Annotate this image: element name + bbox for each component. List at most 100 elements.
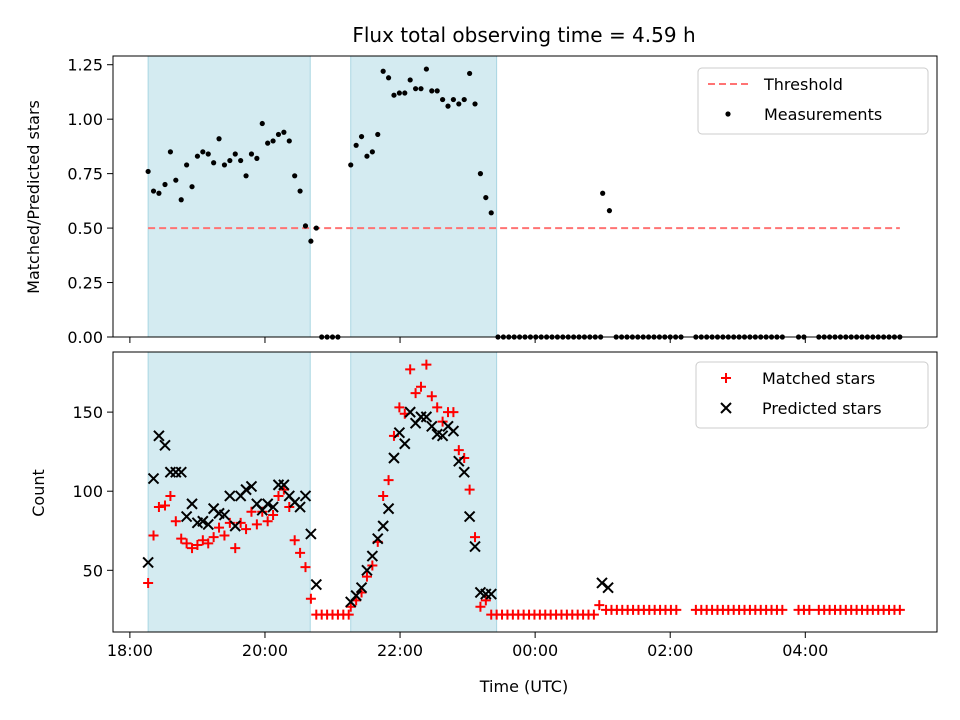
count-series-0-point-54 — [432, 402, 443, 413]
ratio-legend: Threshold Measurements — [697, 67, 929, 135]
count-series-0-point-22 — [262, 516, 273, 527]
chart-title: Flux total observing time = 4.59 h — [352, 23, 695, 47]
count-series-1-point-29 — [299, 490, 312, 502]
count-series-1-point-1 — [147, 472, 160, 485]
ratio-series-0-point-51 — [429, 88, 435, 94]
count-series-1-point-15 — [224, 490, 236, 502]
ratio-series-0-point-23 — [270, 138, 276, 144]
count-series-1-point-0 — [142, 556, 154, 569]
count-series-0-point-1 — [148, 530, 159, 541]
count-legend-label-1: Predicted stars — [762, 399, 882, 418]
count-series-0-point-29 — [300, 562, 311, 573]
ratio-series-0-point-84 — [606, 208, 613, 214]
count-series-0-point-4 — [165, 490, 176, 501]
ratio-series-0-point-21 — [259, 120, 265, 127]
ratio-series-0-point-4 — [167, 149, 174, 155]
count-series-1-point-10 — [197, 515, 209, 527]
count-series-1-point-58 — [485, 588, 497, 600]
ratio-series-0-point-18 — [243, 173, 249, 179]
ratio-axes-frame — [112, 55, 938, 338]
ratio-series-0-point-54 — [445, 103, 451, 109]
count-series-0-point-5 — [170, 516, 181, 527]
count-series-1-point-33 — [350, 589, 362, 602]
count-series-0-point-6 — [176, 533, 187, 544]
ratio-series-0-point-56 — [456, 101, 462, 107]
count-series-1-point-23 — [267, 501, 279, 513]
count-series-1-point-42 — [399, 438, 411, 450]
x-tick-label-0: 18:00 — [107, 641, 153, 660]
ratio-y-tick-label-5: 1.25 — [67, 56, 103, 75]
count-y-axis-label: Count — [29, 469, 48, 517]
ratio-series-0-point-50 — [423, 66, 429, 72]
ratio-series-0-point-20 — [254, 155, 260, 161]
ratio-y-axis-label: Matched/Predicted stars — [24, 100, 43, 294]
x-tick-label-3: 00:00 — [512, 641, 558, 660]
ratio-series-0-point-16 — [232, 151, 238, 157]
x-tick-label-2: 22:00 — [377, 641, 423, 660]
ratio-y-tick-label-1: 0.25 — [67, 274, 103, 293]
series-count-0 — [143, 359, 905, 620]
count-series-0-point-44 — [378, 490, 389, 501]
count-series-0-point-51 — [415, 381, 426, 392]
ratio-series-0-point-47 — [407, 77, 413, 83]
count-series-0-point-9 — [192, 539, 203, 550]
ratio-series-0-point-45 — [396, 90, 402, 96]
ratio-series-0-point-3 — [162, 181, 168, 188]
count-series-0-point-18 — [241, 524, 252, 535]
count-series-0-point-45 — [383, 475, 394, 486]
ratio-series-0-point-43 — [385, 75, 392, 81]
count-series-0-point-37 — [343, 609, 354, 620]
count-y-tick-label-0: 50 — [83, 561, 103, 580]
count-series-1-point-6 — [175, 466, 187, 478]
count-series-0-point-11 — [203, 538, 214, 549]
count-series-0-point-23 — [268, 509, 279, 520]
ratio-series-0-point-31 — [313, 225, 319, 231]
ratio-series-0-point-48 — [412, 86, 419, 92]
count-series-1-point-19 — [245, 480, 258, 493]
count-series-1-point-31 — [310, 578, 323, 591]
count-series-1-point-52 — [453, 455, 465, 467]
count-series-1-point-7 — [180, 510, 193, 523]
ratio-series-0-point-0 — [145, 168, 151, 175]
count-series-0-point-13 — [214, 522, 225, 533]
count-series-0-point-30 — [305, 593, 316, 604]
ratio-y-tick-label-2: 0.50 — [67, 219, 103, 238]
ratio-series-0-point-41 — [375, 131, 381, 138]
count-series-0-point-3 — [160, 500, 171, 511]
count-series-1-point-3 — [159, 439, 171, 452]
ratio-series-0-point-22 — [265, 140, 271, 146]
ratio-series-0-point-61 — [483, 194, 489, 201]
ratio-series-0-point-30 — [308, 238, 314, 244]
count-series-0-point-134 — [894, 604, 905, 615]
ratio-series-0-point-83 — [600, 190, 606, 196]
x-tick-label-1: 20:00 — [242, 641, 288, 660]
count-series-0-point-53 — [426, 391, 437, 402]
ratio-series-0-point-58 — [467, 70, 473, 77]
ratio-series-0-point-19 — [248, 151, 255, 157]
count-series-1-point-14 — [218, 509, 231, 521]
ratio-series-0-point-42 — [380, 68, 386, 74]
ratio-shaded-interval-0 — [148, 56, 311, 337]
ratio-series-0-point-46 — [402, 90, 408, 96]
count-series-1-point-16 — [229, 520, 241, 532]
count-series-1-point-35 — [361, 564, 373, 577]
count-series-0-point-10 — [197, 535, 208, 546]
ratio-legend-label-0: Threshold — [763, 75, 843, 94]
count-series-1-point-37 — [372, 532, 384, 545]
ratio-series-0-point-40 — [369, 149, 375, 155]
count-series-0-point-49 — [405, 364, 416, 375]
ratio-series-0-point-27 — [292, 173, 298, 179]
series-count-1 — [142, 406, 614, 608]
ratio-series-0-point-6 — [178, 197, 184, 203]
panel-count: 18:00 20:00 22:00 00:00 02:00 04:00 50100150 … — [29, 351, 938, 660]
count-series-0-point-118 — [804, 604, 815, 615]
count-series-0-point-0 — [143, 577, 154, 588]
count-series-1-point-34 — [355, 581, 368, 594]
count-legend: Matched stars Predicted stars — [695, 361, 929, 429]
count-series-1-point-53 — [458, 466, 470, 478]
count-series-0-point-8 — [187, 543, 198, 554]
ratio-legend-label-1: Measurements — [764, 105, 882, 124]
count-series-0-point-28 — [295, 547, 306, 558]
count-series-0-point-115 — [777, 604, 788, 615]
